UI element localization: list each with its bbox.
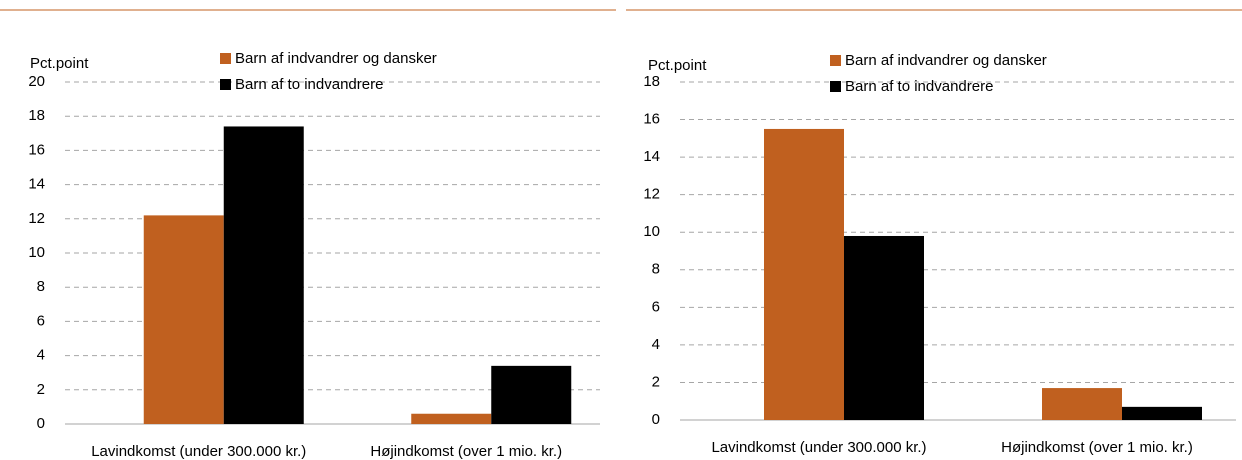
legend-swatch [220,53,231,64]
y-tick-label: 0 [652,411,660,428]
bar [1122,406,1202,420]
legend-label: Barn af to indvandrere [845,78,993,95]
x-tick-label: Højindkomst (over 1 mio. kr.) [370,443,562,460]
y-tick-label: 12 [28,210,45,227]
y-tick-label: 14 [28,176,45,193]
y-tick-label: 6 [37,312,45,329]
y-tick-label: 0 [37,415,45,432]
y-axis-label: Pct.point [30,55,89,72]
y-tick-label: 2 [652,373,660,390]
bar [491,365,572,424]
y-tick-label: 20 [28,73,45,90]
legend-swatch [830,81,841,92]
legend-label: Barn af indvandrer og dansker [235,50,437,67]
bar [1042,388,1122,420]
legend-label: Barn af indvandrer og dansker [845,52,1047,69]
x-tick-label: Lavindkomst (under 300.000 kr.) [711,439,926,456]
y-tick-label: 8 [652,261,660,278]
legend-label: Barn af to indvandrere [235,76,383,93]
y-tick-label: 12 [643,186,660,203]
y-tick-label: 8 [37,278,45,295]
y-tick-label: 4 [37,347,45,364]
y-tick-label: 10 [28,244,45,261]
legend-swatch [220,79,231,90]
bar [844,235,924,420]
bar [411,413,492,424]
bar [143,215,224,424]
legend-swatch [830,55,841,66]
y-tick-label: 18 [28,107,45,124]
y-tick-label: 2 [37,381,45,398]
x-tick-label: Lavindkomst (under 300.000 kr.) [91,443,306,460]
bar [764,128,844,420]
y-tick-label: 16 [28,141,45,158]
y-tick-label: 10 [643,223,660,240]
y-tick-label: 6 [652,298,660,315]
bar [223,126,304,425]
y-tick-label: 18 [643,73,660,90]
y-tick-label: 14 [643,148,660,165]
y-tick-label: 16 [643,111,660,128]
x-tick-label: Højindkomst (over 1 mio. kr.) [1001,439,1193,456]
y-tick-label: 4 [652,336,660,353]
y-axis-label: Pct.point [648,57,707,74]
